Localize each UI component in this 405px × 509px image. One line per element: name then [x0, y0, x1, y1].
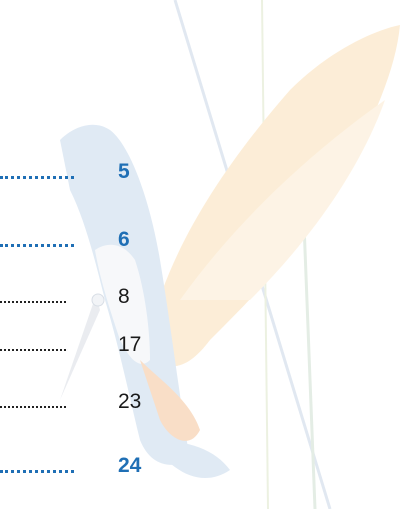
toc-entry[interactable]: 17 [0, 331, 170, 361]
bird-eye [91, 293, 105, 307]
bird-beak [60, 295, 100, 400]
page-number: 6 [118, 228, 130, 251]
dot-leader [0, 349, 66, 351]
toc-entry[interactable]: 24 [0, 452, 170, 482]
dot-leader [0, 301, 66, 303]
bird-belly [140, 360, 200, 441]
page-number: 24 [118, 454, 142, 477]
dot-leader [0, 406, 66, 408]
page-number: 8 [118, 285, 130, 308]
page-number: 17 [118, 333, 142, 356]
toc-entry[interactable]: 23 [0, 388, 170, 418]
page-number: 5 [118, 160, 130, 183]
bird-chest [95, 244, 150, 364]
dot-leader [0, 244, 74, 247]
toc-entry[interactable]: 6 [0, 226, 170, 256]
toc-entry[interactable]: 8 [0, 283, 170, 313]
dot-leader [0, 470, 74, 473]
toc-entry[interactable]: 5 [0, 158, 170, 188]
wing-feathers [180, 100, 385, 300]
bird-tail [150, 440, 230, 479]
dot-leader [0, 176, 74, 179]
page-number: 23 [118, 390, 142, 413]
